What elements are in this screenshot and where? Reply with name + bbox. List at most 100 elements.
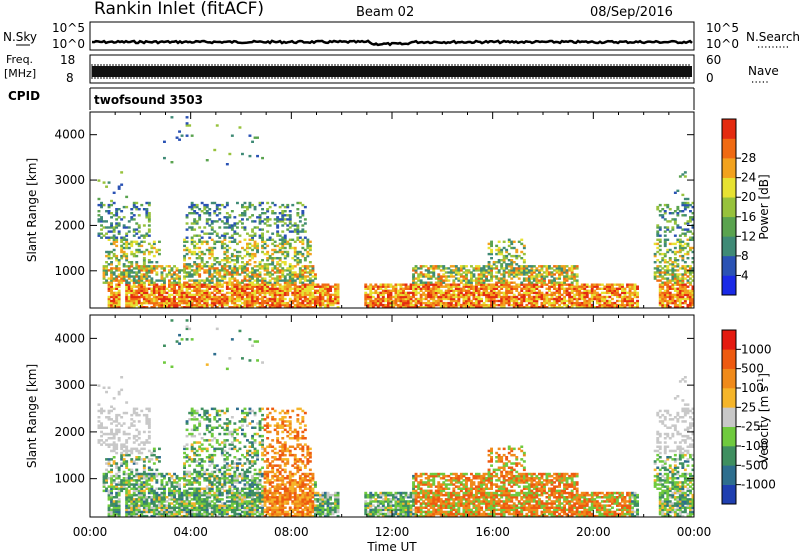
power-cell (208, 273, 212, 276)
power-cell (683, 261, 687, 264)
power-cell (394, 293, 398, 297)
power-cell (326, 306, 330, 309)
power-cell (130, 299, 134, 303)
power-cell (671, 242, 675, 246)
power-cell (689, 246, 692, 250)
power-cell (404, 295, 408, 299)
power-cell (384, 283, 388, 286)
power-cell (263, 281, 267, 284)
power-cell (127, 267, 131, 270)
velocity-cell (142, 441, 146, 444)
power-cell (558, 289, 561, 292)
power-cell (515, 263, 519, 266)
power-cell (122, 224, 126, 227)
velocity-heatmap (97, 319, 695, 518)
power-cell (132, 279, 136, 282)
velocity-cell (115, 430, 119, 434)
velocity-cell (132, 487, 136, 490)
power-cell (404, 299, 408, 303)
power-cell (616, 299, 619, 303)
power-cell (470, 287, 473, 290)
power-cell (512, 271, 516, 274)
velocity-cell (137, 514, 141, 518)
power-cell (447, 303, 451, 307)
power-cell (497, 261, 501, 264)
power-cell (273, 299, 277, 303)
power-cell (575, 265, 579, 268)
power-cell (288, 230, 292, 233)
power-cell (691, 261, 695, 264)
power-cell (691, 250, 695, 254)
velocity-cell (110, 409, 113, 413)
power-cell (190, 222, 194, 225)
power-cell (203, 263, 207, 266)
power-cell (527, 299, 531, 303)
power-cell (568, 301, 572, 305)
power-cell (107, 269, 111, 272)
power-cell (545, 287, 549, 290)
power-cell (248, 246, 252, 250)
power-cell (434, 267, 438, 270)
power-cell (105, 269, 108, 272)
power-cell (208, 297, 212, 301)
velocity-cell (115, 472, 119, 476)
power-cell (668, 299, 672, 303)
velocity-cell (135, 504, 139, 507)
power-cell (482, 269, 486, 272)
power-cell (223, 246, 227, 250)
power-cell (276, 244, 280, 248)
power-cell (117, 263, 121, 266)
power-cell (475, 291, 478, 295)
velocity-cell (142, 508, 146, 512)
power-cell (120, 281, 124, 284)
power-cell (658, 240, 662, 243)
power-cell (676, 283, 680, 286)
power-cell (512, 275, 516, 278)
power-cell (636, 285, 639, 288)
power-cell (173, 306, 176, 309)
power-cell (485, 291, 488, 295)
power-cell (180, 285, 184, 288)
power-cell (198, 289, 202, 292)
power-cell (261, 250, 264, 254)
power-cell (487, 279, 491, 282)
power-cell (653, 254, 657, 258)
power-cell (97, 179, 101, 182)
velocity-cell (132, 434, 136, 438)
power-cell (220, 220, 224, 223)
velocity-cell (140, 447, 144, 451)
power-cell (291, 246, 295, 250)
power-cell (621, 299, 624, 303)
power-cell (570, 277, 574, 280)
power-cell (293, 246, 297, 250)
power-cell (636, 291, 639, 295)
velocity-cell (152, 508, 156, 512)
power-cell (673, 283, 677, 286)
power-cell (661, 277, 665, 280)
power-cell (251, 269, 254, 272)
power-cell (147, 275, 151, 278)
power-cell (105, 254, 108, 258)
velocity-cell (137, 432, 141, 436)
power-cell (336, 306, 340, 309)
power-cell (213, 299, 217, 303)
velocity-cell (173, 512, 176, 516)
velocity-cell (142, 470, 146, 474)
power-cell (173, 273, 176, 276)
power-cell (268, 283, 272, 286)
velocity-cell (102, 441, 106, 444)
power-cell (213, 283, 217, 286)
power-cell (286, 306, 290, 309)
power-cell (223, 281, 227, 284)
power-cell (281, 303, 285, 307)
power-cell (253, 273, 257, 276)
power-cell (291, 287, 295, 290)
power-cell (492, 285, 496, 288)
power-cell (525, 269, 529, 272)
power-cell (137, 226, 141, 229)
power-cell (160, 273, 164, 276)
power-cell (160, 267, 164, 270)
power-cell (273, 285, 277, 288)
velocity-cell (107, 510, 111, 514)
power-cell (671, 295, 675, 299)
